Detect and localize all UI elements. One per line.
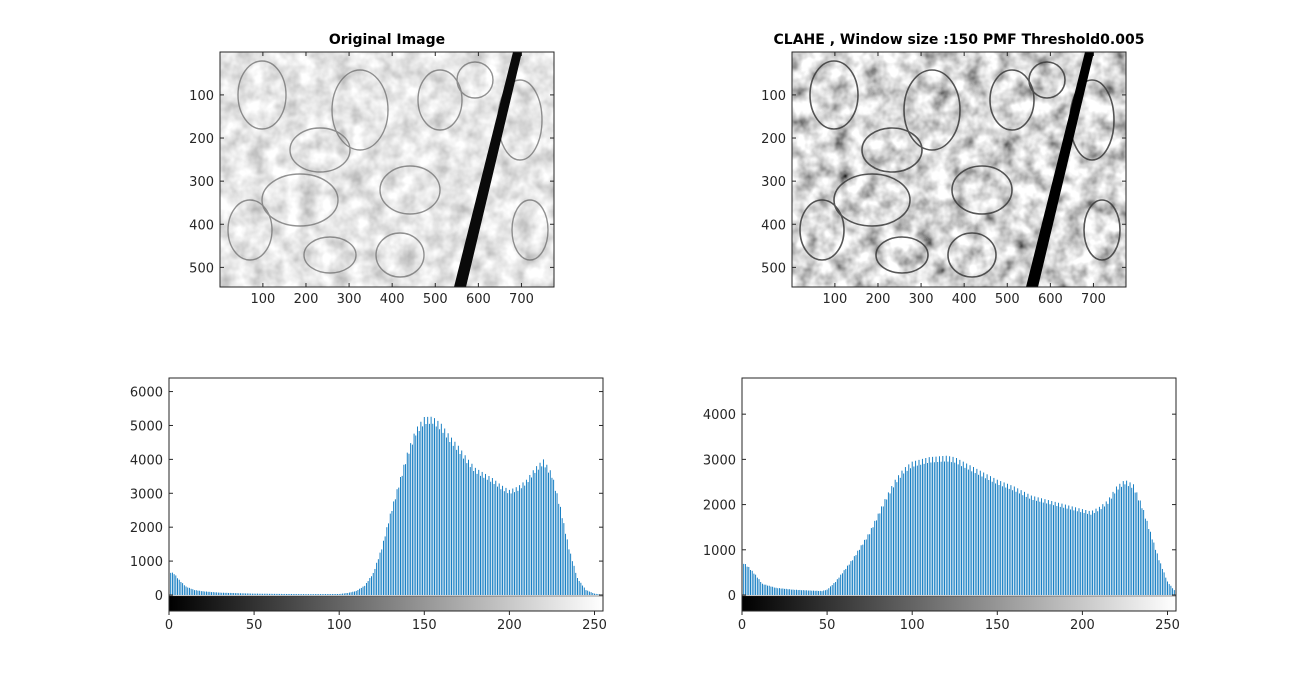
clahe-histogram-xtick-label: 250 — [1155, 618, 1180, 633]
clahe-histogram-xtick-label: 200 — [1070, 618, 1095, 633]
original-image-ytick-label: 500 — [189, 261, 214, 276]
original-image-ytick-label: 200 — [189, 132, 214, 147]
clahe-image-ytick-label: 200 — [761, 132, 786, 147]
original-histogram-ytick-label: 3000 — [130, 487, 163, 502]
original-histogram-ytick-label: 5000 — [130, 419, 163, 434]
original-image-membranes — [227, 60, 549, 278]
clahe-image-raster — [792, 52, 1126, 287]
clahe-histogram-colorbar — [742, 596, 1176, 611]
clahe-image-ytick-label: 400 — [761, 218, 786, 233]
clahe-image-dark-streak — [1026, 52, 1094, 287]
clahe-histogram-xtick-label: 50 — [819, 618, 836, 633]
original-histogram-axes-box — [168, 377, 604, 612]
original-image-dark-streak — [454, 52, 522, 287]
original-image-panel: Original Image 100 200 300 400 500 600 700 100 2… — [189, 32, 555, 307]
original-image-xtick-label: 200 — [294, 292, 319, 307]
clahe-image-xtick-label: 600 — [1038, 292, 1063, 307]
original-image-xtick-label: 100 — [250, 292, 275, 307]
original-histogram-xtick-label: 0 — [165, 618, 173, 633]
clahe-image-axes-box — [791, 51, 1127, 288]
original-histogram-colorbar — [169, 596, 603, 611]
clahe-histogram-ytick-label: 2000 — [703, 499, 736, 514]
clahe-image-axes: 100 200 300 400 500 600 700 100 200 300 400 500 — [761, 51, 1127, 307]
clahe-image-panel: CLAHE , Window size :150 PMF Threshold0.… — [761, 32, 1144, 307]
clahe-image-ytick-label: 100 — [761, 89, 786, 104]
clahe-image-xtick-label: 500 — [995, 292, 1020, 307]
clahe-histogram-ytick-label: 1000 — [703, 544, 736, 559]
clahe-histogram-panel: 0 50 100 150 200 250 0 1000 2000 3000 4000 — [703, 377, 1180, 633]
original-image-xtick-label: 700 — [509, 292, 534, 307]
original-histogram-xtick-label: 200 — [497, 618, 522, 633]
clahe-histogram-ytick-label: 3000 — [703, 453, 736, 468]
original-histogram-xtick-label: 50 — [246, 618, 263, 633]
original-image-ytick-label: 300 — [189, 175, 214, 190]
original-image-axes: 100 200 300 400 500 600 700 100 200 300 400 500 — [189, 51, 555, 307]
original-histogram-panel: 0 50 100 150 200 250 0 1000 2000 3000 4000 5000 6000 — [130, 377, 607, 633]
original-image-xtick-label: 400 — [380, 292, 405, 307]
original-image-raster — [220, 52, 554, 287]
clahe-histogram-bars — [741, 455, 1177, 595]
original-histogram-axes: 0 50 100 150 200 250 0 1000 2000 3000 4000 5000 6000 — [130, 377, 607, 633]
original-image-ytick-label: 400 — [189, 218, 214, 233]
clahe-histogram-xtick-label: 150 — [985, 618, 1010, 633]
original-histogram-ytick-label: 2000 — [130, 521, 163, 536]
original-histogram-xtick-label: 100 — [327, 618, 352, 633]
clahe-histogram-ytick-label: 0 — [728, 589, 736, 604]
original-histogram-xtick-label: 150 — [412, 618, 437, 633]
clahe-histogram-xtick-label: 100 — [900, 618, 925, 633]
original-image-xtick-label: 500 — [423, 292, 448, 307]
clahe-image-ytick-label: 300 — [761, 175, 786, 190]
clahe-image-xtick-label: 100 — [822, 292, 847, 307]
original-image-xtick-label: 600 — [466, 292, 491, 307]
original-histogram-ytick-label: 6000 — [130, 386, 163, 401]
original-histogram-ytick-label: 1000 — [130, 555, 163, 570]
original-image-axes-box — [219, 51, 555, 288]
original-histogram-ytick-label: 4000 — [130, 453, 163, 468]
clahe-image-xtick-label: 200 — [866, 292, 891, 307]
original-image-ytick-label: 100 — [189, 89, 214, 104]
original-histogram-xtick-label: 250 — [582, 618, 607, 633]
original-histogram-bars — [168, 416, 604, 595]
clahe-image-membranes — [799, 60, 1121, 278]
original-histogram-ytick-label: 0 — [155, 589, 163, 604]
clahe-histogram-xtick-label: 0 — [738, 618, 746, 633]
clahe-image-xtick-label: 400 — [952, 292, 977, 307]
clahe-image-xtick-label: 300 — [909, 292, 934, 307]
original-image-xtick-label: 300 — [337, 292, 362, 307]
clahe-image-xtick-label: 700 — [1081, 292, 1106, 307]
clahe-image-title: CLAHE , Window size :150 PMF Threshold0.… — [774, 32, 1145, 48]
clahe-histogram-axes: 0 50 100 150 200 250 0 1000 2000 3000 4000 — [703, 377, 1180, 633]
clahe-histogram-ytick-label: 4000 — [703, 408, 736, 423]
original-image-title: Original Image — [329, 32, 445, 48]
clahe-image-ytick-label: 500 — [761, 261, 786, 276]
clahe-histogram-axes-box — [741, 377, 1177, 612]
